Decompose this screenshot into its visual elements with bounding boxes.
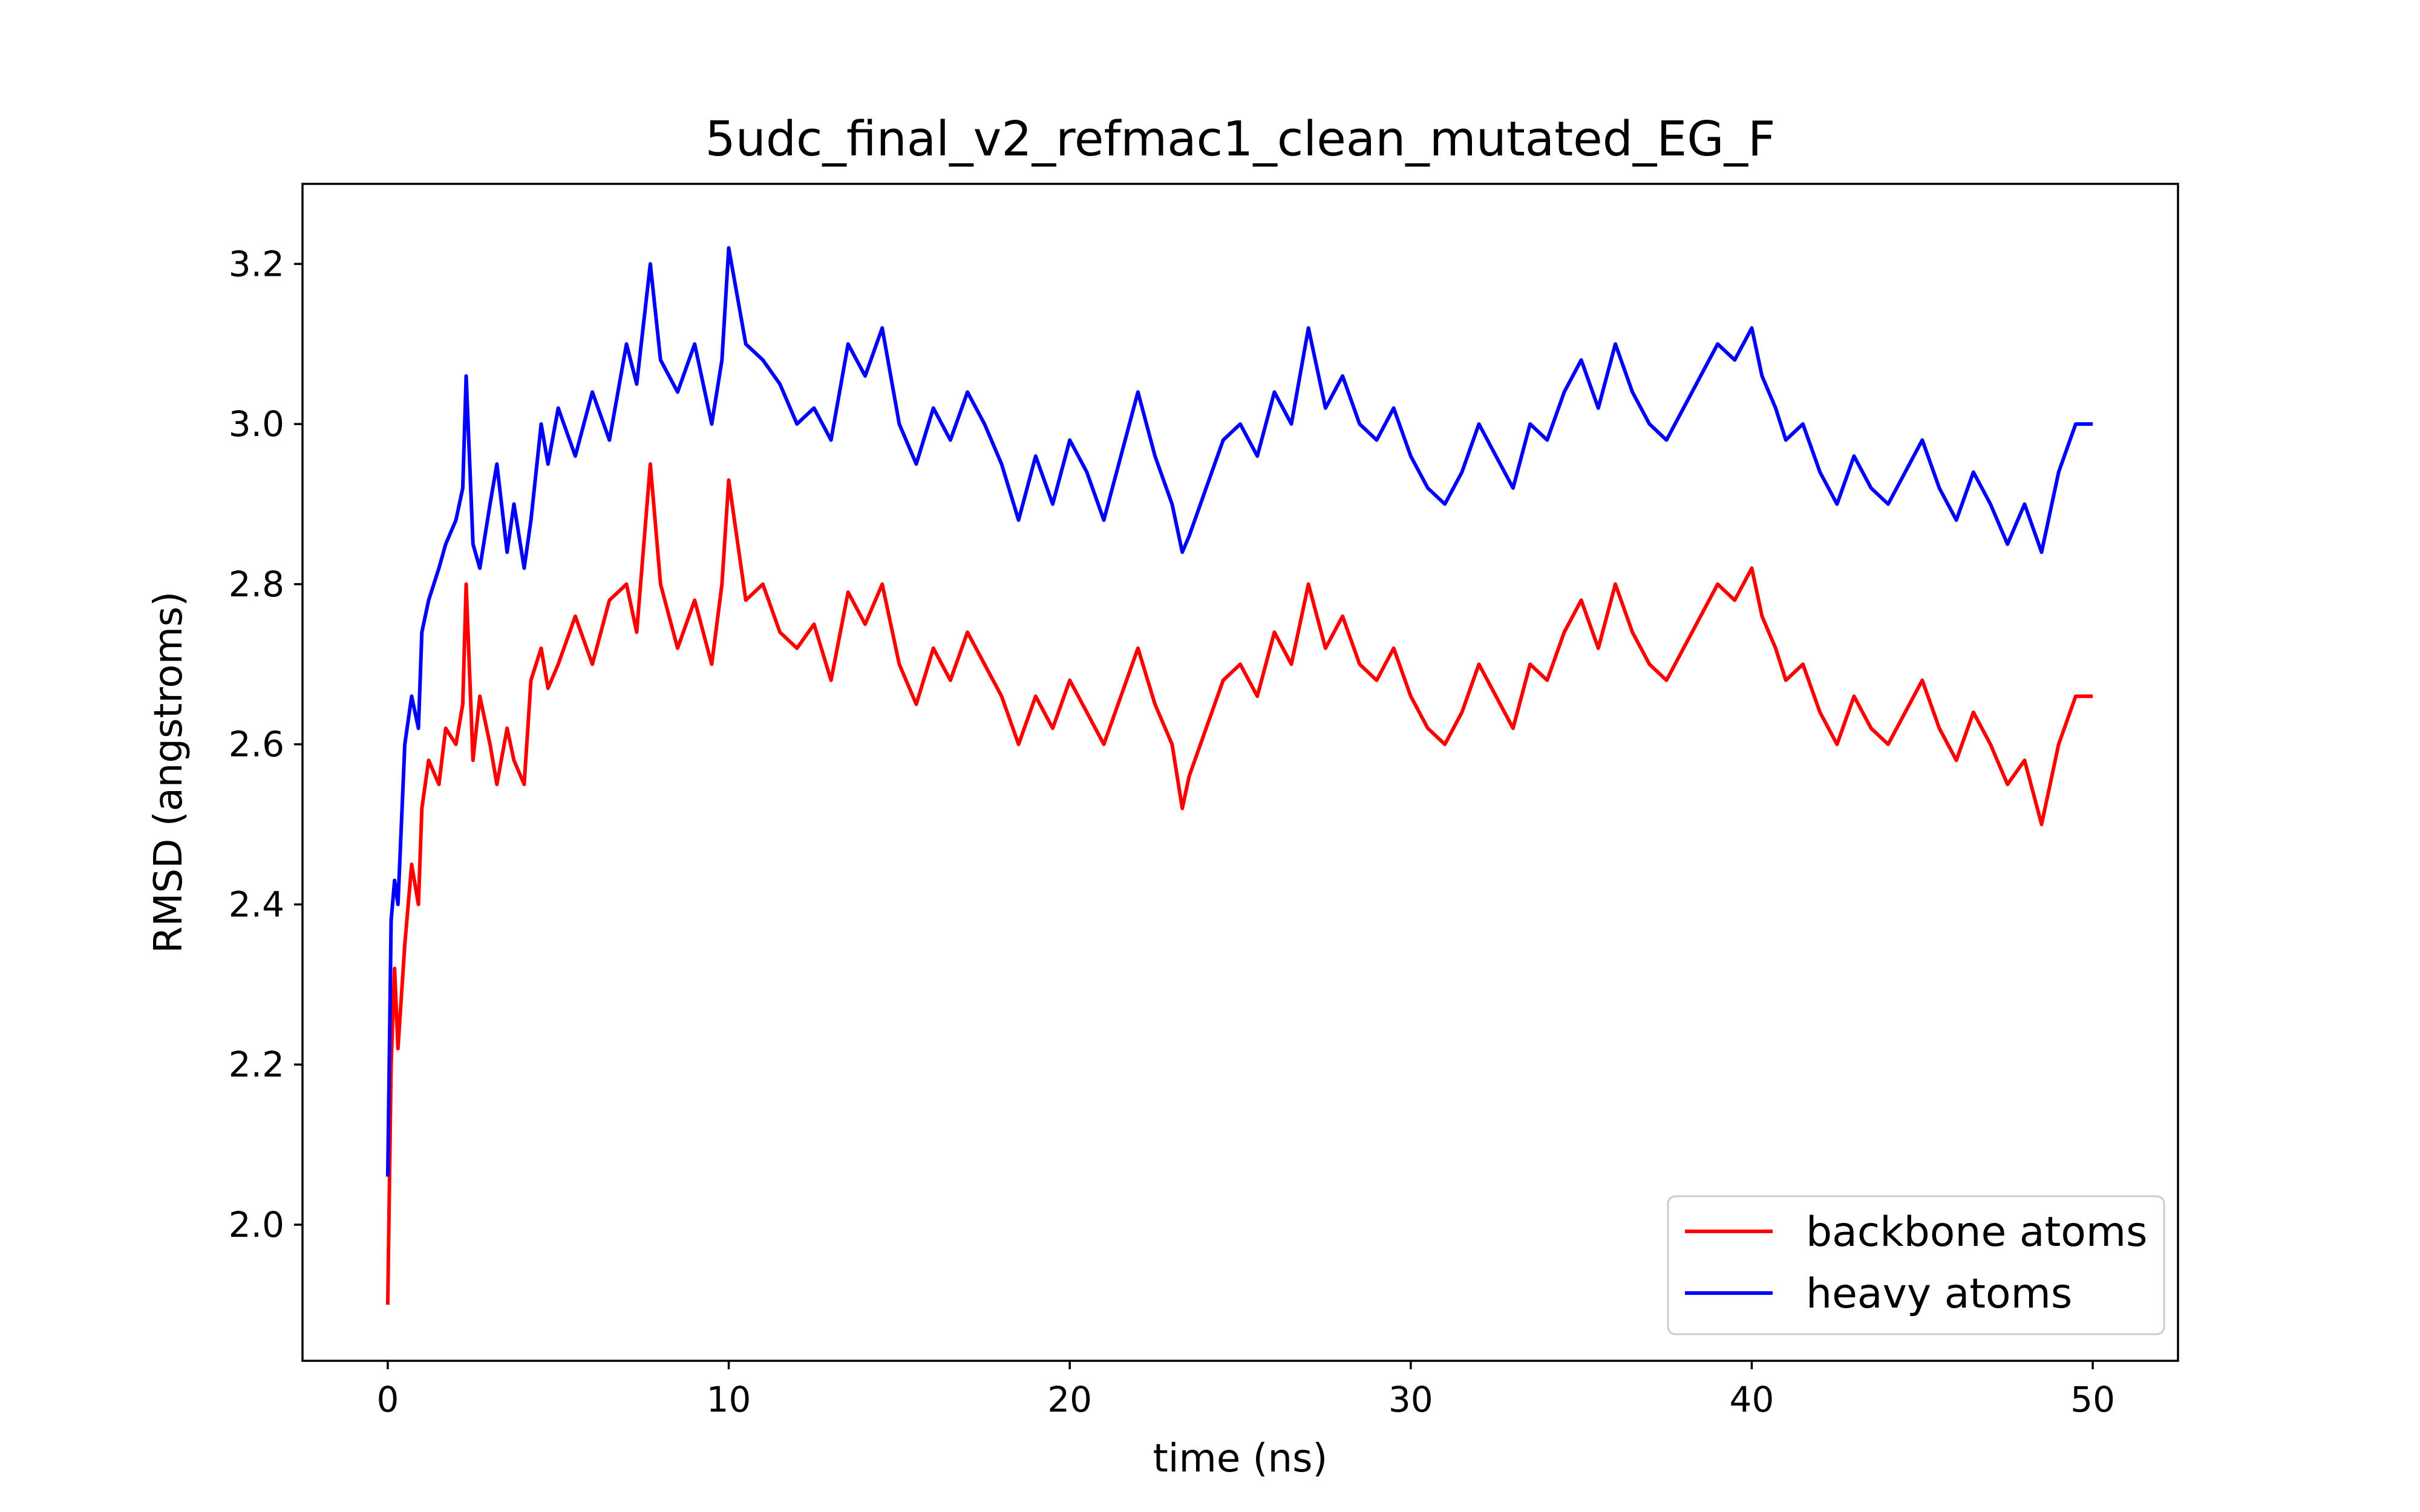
x-tick-label: 10: [707, 1379, 751, 1420]
chart-title: 5udc_final_v2_refmac1_clean_mutated_EG_F: [705, 111, 1775, 167]
plot-frame: [301, 183, 2179, 1362]
y-tick-label: 3.2: [229, 243, 284, 284]
legend-label-backbone-atoms: backbone atoms: [1806, 1208, 2148, 1256]
x-axis-label: time (ns): [1153, 1436, 1328, 1481]
x-tick-label: 40: [1730, 1379, 1774, 1420]
series-line-heavy-atoms: [385, 246, 2093, 1177]
series-line-backbone-atoms: [385, 462, 2093, 1305]
legend-box: [1667, 1195, 2165, 1335]
x-axis: 0 10 20 30 40 50: [376, 1361, 2115, 1420]
y-axis-label: RMSD (angstroms): [146, 591, 191, 953]
plot-area: [385, 246, 2093, 1305]
y-tick-label: 2.4: [229, 884, 284, 925]
x-tick-label: 50: [2070, 1379, 2115, 1420]
y-axis: 2.0 2.2 2.4 2.6 2.8 3.0 3.2: [229, 243, 302, 1245]
x-tick-label: 20: [1047, 1379, 1092, 1420]
x-tick-label: 0: [376, 1379, 399, 1420]
y-tick-label: 2.2: [229, 1044, 284, 1085]
y-tick-label: 3.0: [229, 403, 284, 445]
legend: backbone atoms heavy atoms: [1667, 1195, 2165, 1335]
y-tick-label: 2.8: [229, 564, 284, 605]
x-tick-label: 30: [1388, 1379, 1433, 1420]
y-tick-label: 2.6: [229, 724, 284, 765]
y-tick-label: 2.0: [229, 1204, 284, 1245]
legend-label-heavy-atoms: heavy atoms: [1806, 1270, 2072, 1318]
